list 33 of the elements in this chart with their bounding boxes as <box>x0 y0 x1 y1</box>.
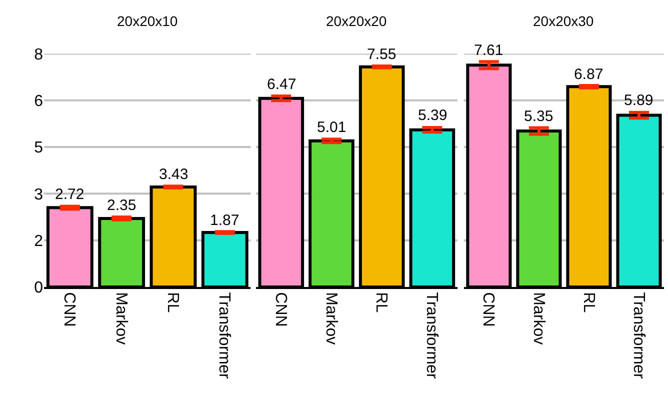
data-label: 5.01 <box>317 119 346 136</box>
x-tick-label: CNN <box>272 292 289 327</box>
data-label: 5.35 <box>524 108 554 125</box>
data-label: 3.43 <box>159 166 188 183</box>
y-tick-label: 8 <box>34 46 44 64</box>
data-label: 6.87 <box>574 66 604 83</box>
x-tick-label: RL <box>580 292 597 313</box>
x-tick-label: RL <box>372 292 390 313</box>
x-tick-label: CNN <box>480 292 497 327</box>
data-label: 7.61 <box>474 42 504 59</box>
chart-title: 20x20x30 <box>533 13 594 29</box>
data-label: 2.72 <box>55 186 84 203</box>
data-label: 5.89 <box>624 92 654 109</box>
x-tick-label: Transformer <box>216 292 233 380</box>
data-label: 1.87 <box>210 212 240 229</box>
x-tick-label: Markov <box>322 292 340 345</box>
data-label: 5.39 <box>418 107 448 124</box>
y-tick-label: 2 <box>34 232 44 250</box>
data-label: 2.35 <box>107 197 136 214</box>
x-tick-label: Transformer <box>630 292 647 380</box>
y-tick-label: 0 <box>34 280 44 297</box>
data-label: 6.47 <box>267 76 296 93</box>
y-tick-label: 3 <box>34 186 44 204</box>
x-tick-label: Markov <box>530 292 547 345</box>
x-tick-label: CNN <box>60 292 78 327</box>
y-tick-label: 5 <box>34 140 44 157</box>
x-tick-label: Transformer <box>422 292 440 380</box>
data-label: 7.55 <box>367 46 396 63</box>
chart-title: 20x20x20 <box>326 13 387 29</box>
chart-title: 20x20x10 <box>117 13 178 29</box>
y-tick-label: 6 <box>34 92 44 110</box>
x-tick-label: RL <box>164 292 182 313</box>
x-tick-label: Markov <box>112 292 130 345</box>
